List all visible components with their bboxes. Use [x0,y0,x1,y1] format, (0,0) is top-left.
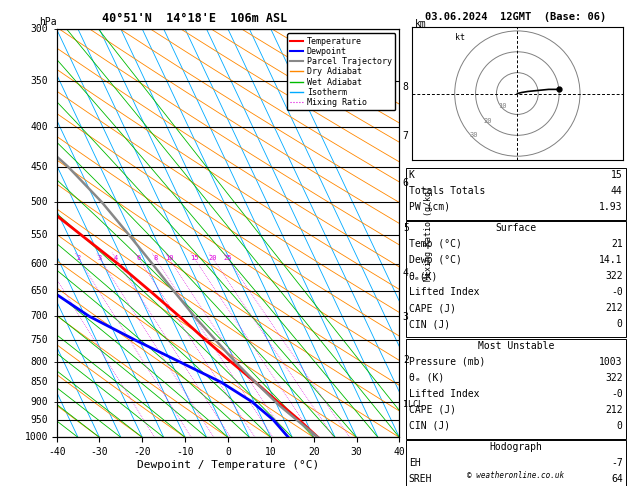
Text: K: K [409,170,415,180]
Text: 750: 750 [30,335,48,345]
Text: -7: -7 [611,458,623,469]
Text: 600: 600 [30,259,48,269]
Text: Totals Totals: Totals Totals [409,186,485,196]
Text: 40°51'N  14°18'E  106m ASL: 40°51'N 14°18'E 106m ASL [103,12,287,25]
Text: 3: 3 [403,312,409,322]
Text: Temp (°C): Temp (°C) [409,239,462,249]
Text: 322: 322 [605,271,623,281]
Text: CAPE (J): CAPE (J) [409,405,456,415]
Text: 30: 30 [469,132,478,139]
Text: 300: 300 [30,24,48,34]
Text: 25: 25 [223,256,231,261]
Text: 15: 15 [611,170,623,180]
Text: 64: 64 [611,474,623,485]
Text: CIN (J): CIN (J) [409,319,450,330]
Text: θₑ(K): θₑ(K) [409,271,438,281]
Text: 1.93: 1.93 [599,202,623,212]
Text: ASL: ASL [415,29,433,39]
Text: 8: 8 [153,256,158,261]
Text: -0: -0 [611,389,623,399]
Text: 10: 10 [165,256,174,261]
Text: 1LCL: 1LCL [403,400,423,409]
Text: 10: 10 [499,103,507,109]
Text: © weatheronline.co.uk: © weatheronline.co.uk [467,471,564,480]
Text: 6: 6 [136,256,141,261]
Text: 14.1: 14.1 [599,255,623,265]
Text: Hodograph: Hodograph [489,442,542,452]
Text: 650: 650 [30,286,48,296]
Text: EH: EH [409,458,421,469]
Text: 15: 15 [190,256,199,261]
Text: 03.06.2024  12GMT  (Base: 06): 03.06.2024 12GMT (Base: 06) [425,12,606,22]
Text: θₑ (K): θₑ (K) [409,373,444,383]
Text: 21: 21 [611,239,623,249]
Text: 900: 900 [30,397,48,407]
Text: -0: -0 [611,287,623,297]
Text: 800: 800 [30,357,48,367]
Text: SREH: SREH [409,474,432,485]
Text: 20: 20 [209,256,217,261]
Text: hPa: hPa [40,17,57,27]
Legend: Temperature, Dewpoint, Parcel Trajectory, Dry Adiabat, Wet Adiabat, Isotherm, Mi: Temperature, Dewpoint, Parcel Trajectory… [287,34,395,110]
Text: 2: 2 [403,355,409,364]
Text: Pressure (mb): Pressure (mb) [409,357,485,367]
Text: 6: 6 [403,178,409,188]
Text: 212: 212 [605,405,623,415]
Text: 8: 8 [403,82,409,92]
Text: Lifted Index: Lifted Index [409,287,479,297]
Text: 700: 700 [30,312,48,321]
Text: 950: 950 [30,415,48,425]
Text: 0: 0 [617,319,623,330]
Text: 2: 2 [76,256,81,261]
Text: PW (cm): PW (cm) [409,202,450,212]
Text: 450: 450 [30,162,48,172]
Text: 20: 20 [484,118,493,124]
Text: 350: 350 [30,76,48,87]
Text: 0: 0 [617,421,623,431]
Text: kt: kt [455,33,465,42]
Text: 3: 3 [98,256,102,261]
Text: 1003: 1003 [599,357,623,367]
Text: CAPE (J): CAPE (J) [409,303,456,313]
Text: CIN (J): CIN (J) [409,421,450,431]
Text: 212: 212 [605,303,623,313]
Text: Most Unstable: Most Unstable [477,341,554,351]
Text: 322: 322 [605,373,623,383]
Text: 44: 44 [611,186,623,196]
Text: 1000: 1000 [25,433,48,442]
X-axis label: Dewpoint / Temperature (°C): Dewpoint / Temperature (°C) [137,460,319,470]
Text: 5: 5 [403,224,409,233]
Text: 400: 400 [30,122,48,132]
Text: Surface: Surface [495,223,537,233]
Text: 550: 550 [30,230,48,240]
Text: 500: 500 [30,197,48,208]
Text: 7: 7 [403,131,409,141]
Text: Lifted Index: Lifted Index [409,389,479,399]
Text: km: km [415,19,426,29]
Text: Mixing Ratio (g/kg): Mixing Ratio (g/kg) [424,186,433,281]
Text: 850: 850 [30,377,48,387]
Text: 4: 4 [403,268,409,278]
Text: 4: 4 [114,256,118,261]
Text: Dewp (°C): Dewp (°C) [409,255,462,265]
